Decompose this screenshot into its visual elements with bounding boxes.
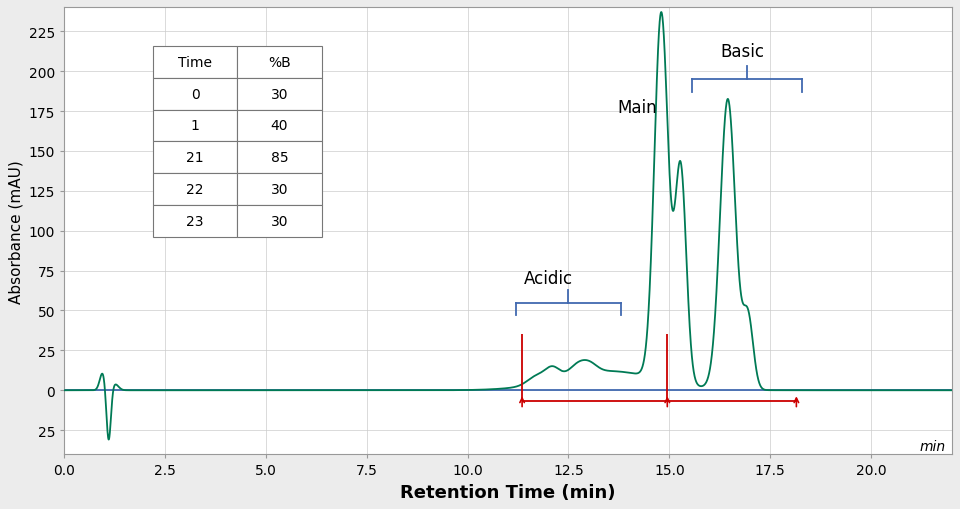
X-axis label: Retention Time (min): Retention Time (min) <box>400 483 615 501</box>
Y-axis label: Absorbance (mAU): Absorbance (mAU) <box>9 159 23 303</box>
Text: min: min <box>920 439 946 453</box>
Text: Basic: Basic <box>720 43 764 61</box>
Text: Acidic: Acidic <box>524 269 573 287</box>
Text: Main: Main <box>617 99 657 117</box>
